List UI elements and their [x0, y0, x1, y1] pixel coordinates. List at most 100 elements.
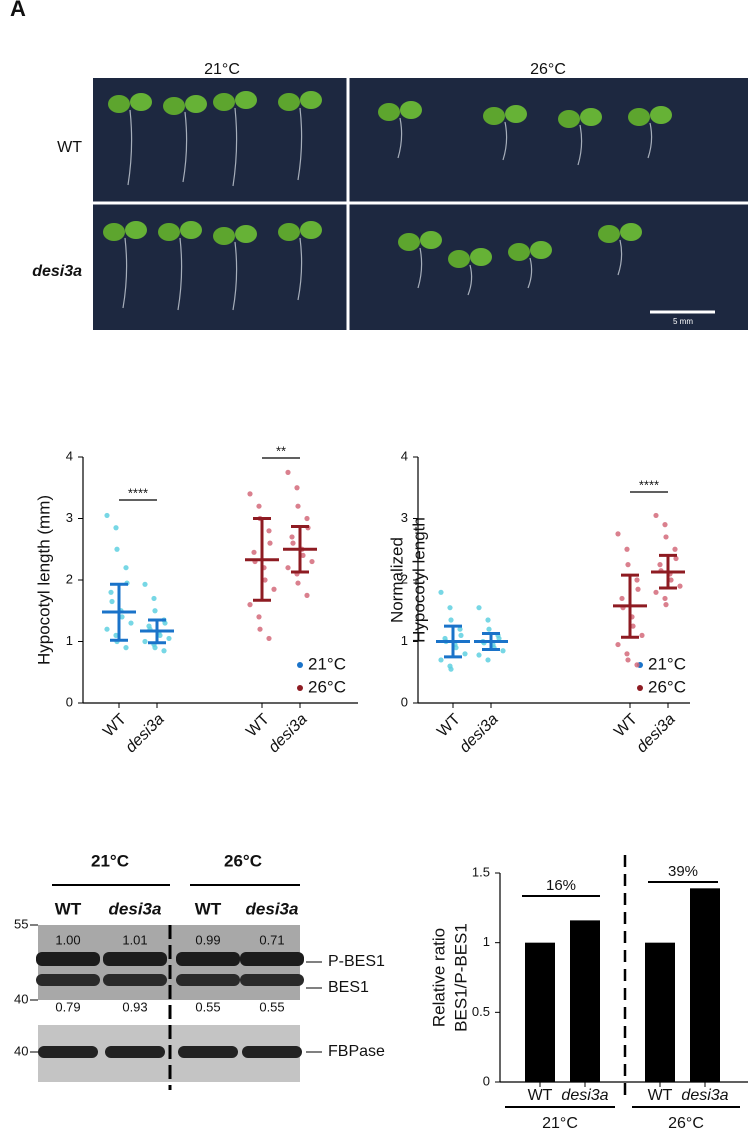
data-point: [438, 589, 444, 595]
data-point: [662, 595, 668, 602]
cotyledon: [598, 225, 620, 243]
data-point: [462, 651, 468, 657]
data-point: [157, 632, 163, 638]
data-point: [166, 635, 172, 642]
data-point: [309, 558, 315, 565]
photo-row-label: desi3a: [32, 263, 82, 280]
bar: [645, 942, 675, 1082]
data-point: [104, 626, 110, 632]
y-tick-label: 0.5: [472, 1004, 490, 1019]
cotyledon: [130, 93, 152, 111]
x-tick-label: WT: [434, 711, 464, 741]
band: [242, 1046, 302, 1058]
cotyledon: [180, 221, 202, 239]
x-tick-label: WT: [100, 711, 130, 741]
data-point: [109, 598, 115, 605]
data-point: [615, 641, 621, 648]
band: [103, 952, 167, 966]
data-point: [668, 577, 674, 583]
cotyledon: [398, 233, 420, 251]
band: [178, 1046, 238, 1058]
x-tick-label: desi3a: [265, 711, 310, 756]
data-point: [447, 605, 453, 611]
temperature-label: 21°C: [91, 851, 129, 870]
data-point: [486, 626, 492, 632]
data-point: [142, 581, 148, 587]
data-point: [677, 583, 683, 589]
data-point: [285, 469, 291, 475]
data-point: [438, 657, 444, 663]
data-point: [256, 503, 262, 509]
band: [105, 1046, 165, 1058]
cotyledon: [300, 91, 322, 109]
annotation: ****: [128, 485, 148, 500]
data-point: [672, 546, 678, 552]
data-point: [251, 549, 257, 555]
seedling-root: [232, 241, 238, 311]
x-tick-label: desi3a: [561, 1087, 608, 1104]
data-point: [476, 652, 482, 658]
data-point: [108, 589, 114, 595]
data-point: [113, 525, 119, 531]
cotyledon: [505, 105, 527, 123]
x-tick-label: desi3a: [122, 711, 167, 756]
band: [103, 974, 167, 986]
seedling-root: [177, 237, 183, 311]
cotyledon: [483, 107, 505, 125]
data-point: [485, 657, 491, 663]
cotyledon: [580, 108, 602, 126]
seedling-root: [232, 107, 238, 187]
seedling-root: [527, 257, 533, 289]
cotyledon: [628, 108, 650, 126]
cotyledon: [235, 225, 257, 243]
data-point: [448, 617, 454, 623]
ratio-bottom: 0.55: [259, 999, 284, 1014]
bar: [525, 942, 555, 1082]
data-point: [152, 608, 158, 614]
data-point: [290, 540, 296, 546]
lane-label: desi3a: [246, 899, 299, 918]
ratio-bottom: 0.55: [195, 999, 220, 1014]
annotation: 39%: [668, 863, 698, 880]
x-tick-label: WT: [611, 711, 641, 741]
data-point: [142, 638, 148, 645]
data-point: [625, 657, 631, 663]
band-label: P-BES1: [328, 953, 385, 970]
annotation: **: [276, 443, 286, 458]
seedling-root: [297, 107, 303, 181]
band-label: BES1: [328, 979, 369, 996]
y-tick-label: 1: [66, 633, 73, 648]
photo-column-label: 21°C: [204, 61, 240, 78]
data-point: [624, 651, 630, 657]
data-point: [271, 586, 277, 592]
data-point: [285, 565, 291, 571]
cotyledon: [448, 250, 470, 268]
seedling-root: [577, 124, 583, 166]
data-point: [662, 522, 668, 528]
cotyledon: [278, 223, 300, 241]
y-tick-label: 0: [483, 1073, 490, 1088]
data-point: [457, 626, 463, 632]
data-point: [256, 614, 262, 620]
ratio-bottom: 0.93: [122, 999, 147, 1014]
y-tick-label: 1: [401, 633, 408, 648]
seedling-root: [617, 239, 623, 276]
data-point: [257, 626, 263, 632]
data-point: [266, 635, 272, 642]
data-point: [304, 515, 310, 522]
data-point: [123, 645, 129, 651]
data-point: [453, 645, 459, 651]
data-point: [653, 512, 659, 519]
y-axis-label: Hypocotyl length (mm): [34, 495, 53, 665]
cotyledon: [163, 97, 185, 115]
band: [38, 1046, 98, 1058]
y-tick-label: 0: [401, 694, 408, 709]
data-point: [496, 635, 502, 642]
legend-label: 21°C: [308, 654, 346, 673]
data-point: [295, 580, 301, 586]
data-point: [663, 602, 669, 608]
cotyledon: [508, 243, 530, 261]
panel-letter: A: [10, 0, 26, 21]
band: [36, 952, 100, 966]
